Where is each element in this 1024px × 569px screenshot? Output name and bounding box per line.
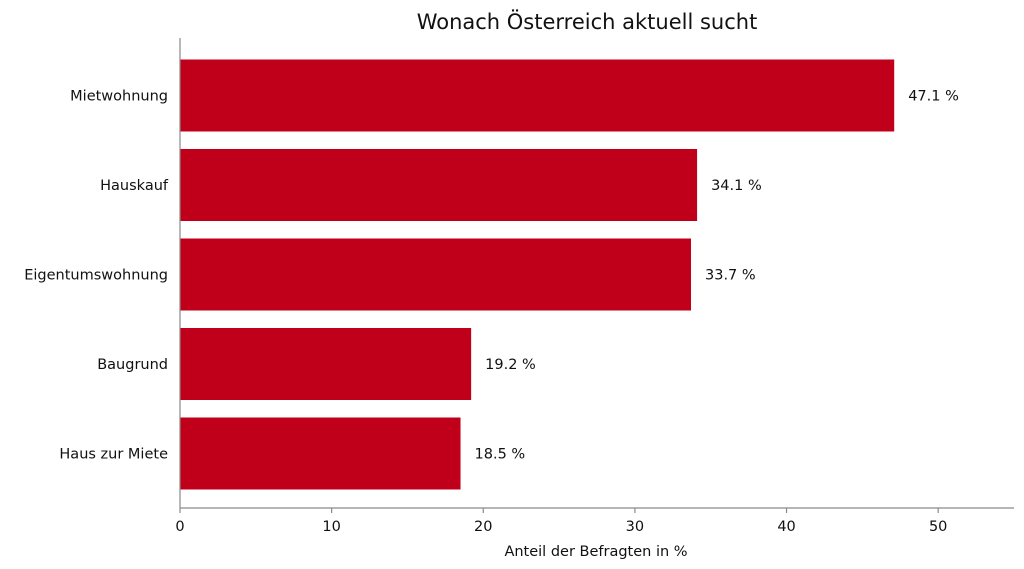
category-label: Haus zur Miete bbox=[59, 447, 168, 463]
x-axis-ticks: 0 10 20 30 40 50 bbox=[175, 508, 947, 535]
x-tick-label: 30 bbox=[626, 519, 644, 535]
category-label: Mietwohnung bbox=[70, 89, 168, 105]
x-tick-label: 0 bbox=[175, 519, 184, 535]
value-label: 19.2 % bbox=[485, 357, 536, 373]
bar bbox=[180, 328, 472, 400]
category-labels: Mietwohnung Hauskauf Eigentumswohnung Baugr… bbox=[24, 89, 169, 463]
x-axis-label: Anteil der Befragten in % bbox=[504, 544, 687, 560]
bar bbox=[180, 59, 895, 132]
category-label: Eigentumswohnung bbox=[24, 268, 168, 284]
x-tick-label: 10 bbox=[322, 519, 340, 535]
value-label: 34.1 % bbox=[711, 178, 762, 194]
value-label: 33.7 % bbox=[705, 268, 756, 284]
category-label: Baugrund bbox=[97, 357, 168, 373]
bar bbox=[180, 238, 692, 311]
x-tick-label: 50 bbox=[929, 519, 947, 535]
bars-group bbox=[180, 59, 895, 490]
value-label: 18.5 % bbox=[475, 447, 526, 463]
bar bbox=[180, 417, 461, 490]
bar bbox=[180, 149, 698, 221]
chart-title: Wonach Österreich aktuell sucht bbox=[417, 9, 758, 34]
value-label: 47.1 % bbox=[908, 89, 959, 105]
category-label: Hauskauf bbox=[100, 178, 169, 194]
x-tick-label: 20 bbox=[474, 519, 492, 535]
x-tick-label: 40 bbox=[777, 519, 795, 535]
value-labels: 47.1 % 34.1 % 33.7 % 19.2 % 18.5 % bbox=[475, 89, 959, 463]
